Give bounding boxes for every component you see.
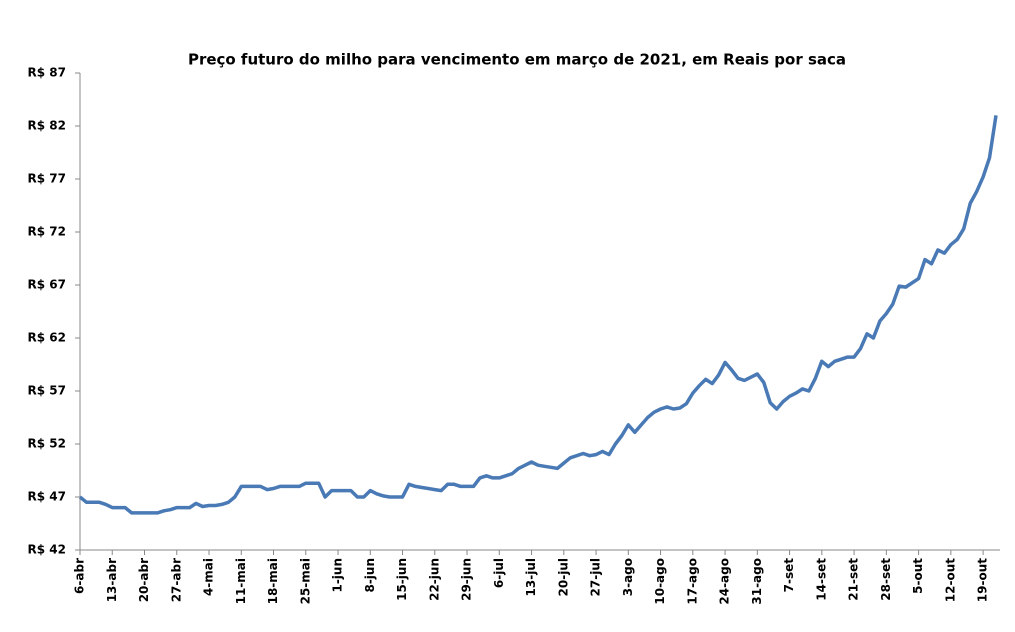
y-tick-label: R$ 72 <box>28 225 66 239</box>
x-tick-label: 13-abr <box>105 558 119 602</box>
y-tick-label: R$ 87 <box>28 66 66 80</box>
y-tick-label: R$ 47 <box>28 490 66 504</box>
x-tick-label: 14-set <box>814 558 828 601</box>
x-tick-label: 20-abr <box>137 558 151 602</box>
x-tick-label: 4-mai <box>202 558 216 596</box>
line <box>78 115 998 515</box>
x-tick-label: 15-jun <box>395 558 409 601</box>
x-tick-label: 31-ago <box>750 558 764 605</box>
x-tick-label: 11-mai <box>234 558 248 604</box>
x-tick-label: 28-set <box>879 558 893 601</box>
x-tick-label: 18-mai <box>266 558 280 604</box>
x-tick-label: 29-jun <box>460 558 474 601</box>
y-tick-label: R$ 62 <box>28 331 66 345</box>
x-tick-label: 6-abr <box>73 558 87 594</box>
y-tick-label: R$ 42 <box>28 543 66 557</box>
x-tick-label: 25-mai <box>298 558 312 604</box>
x-tick-label: 19-out <box>976 558 990 602</box>
x-tick-label: 20-jul <box>556 558 570 596</box>
x-tick-label: 8-jun <box>363 558 377 593</box>
x-tick-label: 5-out <box>911 558 925 594</box>
y-tick-label: R$ 52 <box>28 437 66 451</box>
x-tick-label: 12-out <box>943 558 957 602</box>
y-tick-label: R$ 82 <box>28 119 66 133</box>
x-tick-label: 24-ago <box>718 558 732 605</box>
x-tick-label: 6-jul <box>492 558 506 588</box>
x-tick-label: 22-jun <box>427 558 441 601</box>
x-tick-label: 3-ago <box>621 558 635 596</box>
x-tick-label: 27-jul <box>589 558 603 596</box>
y-tick-label: R$ 67 <box>28 278 66 292</box>
x-tick-label: 10-ago <box>653 558 667 605</box>
x-tick-label: 27-abr <box>169 558 183 602</box>
x-tick-label: 1-jun <box>331 558 345 593</box>
y-tick-label: R$ 77 <box>28 172 66 186</box>
y-tick-label: R$ 57 <box>28 384 66 398</box>
x-tick-label: 13-jul <box>524 558 538 596</box>
x-tick-label: 21-set <box>847 558 861 601</box>
x-tick-label: 17-ago <box>685 558 699 605</box>
chart-title: Preço futuro do milho para vencimento em… <box>188 51 846 69</box>
x-tick-label: 7-set <box>782 558 796 593</box>
